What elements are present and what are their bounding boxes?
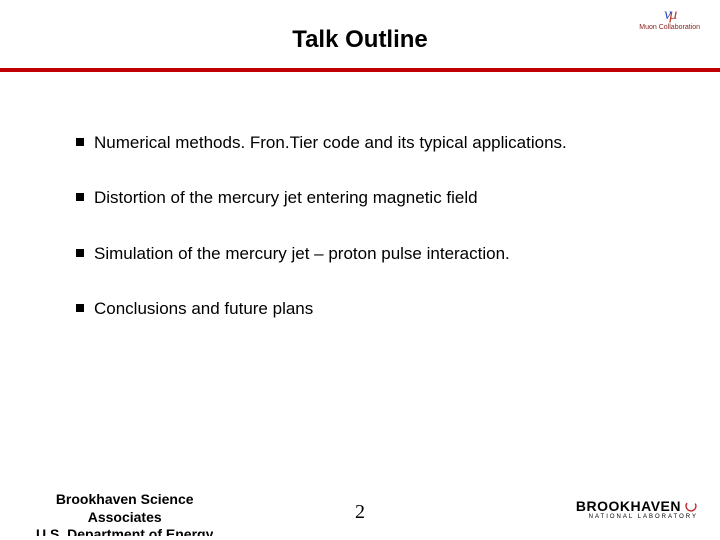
- bullet-text: Numerical methods. Fron.Tier code and it…: [94, 132, 567, 153]
- lab-logo-name: BROOKHAVEN: [576, 499, 698, 513]
- affiliation-line3-cut: U.S. Department of Energy: [36, 526, 213, 536]
- bullet-text: Distortion of the mercury jet entering m…: [94, 187, 478, 208]
- content-area: Numerical methods. Fron.Tier code and it…: [0, 72, 720, 319]
- mu-glyph: μ: [669, 6, 675, 23]
- bullet-list: Numerical methods. Fron.Tier code and it…: [76, 132, 660, 319]
- bullet-text: Simulation of the mercury jet – proton p…: [94, 243, 510, 264]
- affiliation-line2: Associates: [36, 509, 213, 527]
- collab-logo-top: νμ Muon Collaboration: [639, 6, 700, 31]
- bullet-item: Distortion of the mercury jet entering m…: [76, 187, 660, 208]
- bullet-item: Simulation of the mercury jet – proton p…: [76, 243, 660, 264]
- slide-title: Talk Outline: [0, 0, 720, 54]
- page-number: 2: [355, 501, 365, 524]
- collab-caption: Muon Collaboration: [639, 24, 700, 32]
- lab-logo-sub: NATIONAL LABORATORY: [576, 514, 698, 520]
- square-bullet-icon: [76, 304, 84, 312]
- nu-mu-icon: νμ: [639, 6, 700, 24]
- bullet-text: Conclusions and future plans: [94, 298, 313, 319]
- slide: νμ Muon Collaboration Talk Outline Numer…: [0, 0, 720, 540]
- footer-affiliation: Brookhaven Science Associates U.S. Depar…: [36, 491, 213, 536]
- square-bullet-icon: [76, 193, 84, 201]
- square-bullet-icon: [76, 138, 84, 146]
- square-bullet-icon: [76, 249, 84, 257]
- lab-name-text: BROOKHAVEN: [576, 499, 681, 513]
- swoosh-icon: [684, 499, 698, 513]
- affiliation-line1: Brookhaven Science: [36, 491, 213, 509]
- bullet-item: Numerical methods. Fron.Tier code and it…: [76, 132, 660, 153]
- lab-logo-bottom: BROOKHAVEN NATIONAL LABORATORY: [576, 499, 698, 520]
- bullet-item: Conclusions and future plans: [76, 298, 660, 319]
